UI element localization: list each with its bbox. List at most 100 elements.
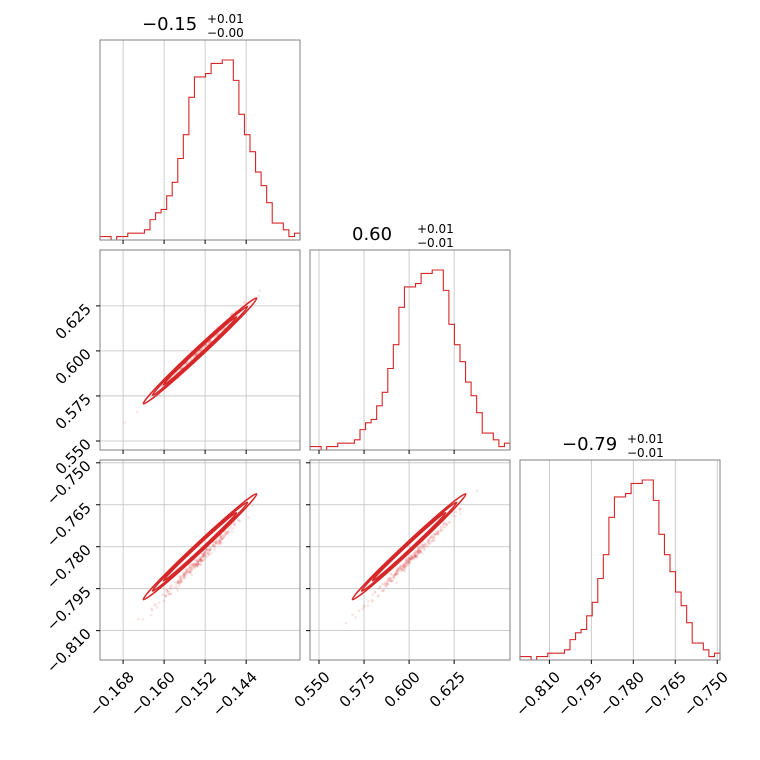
sample-point	[389, 577, 392, 581]
sample-point	[199, 348, 203, 352]
sample-point	[411, 551, 415, 555]
sample-point	[205, 548, 209, 551]
sample-point	[433, 533, 436, 536]
sample-point	[196, 563, 200, 566]
sample-point	[399, 565, 402, 568]
sample-point	[395, 569, 399, 573]
sample-point	[396, 568, 399, 571]
sample-point	[198, 559, 201, 562]
sample-point	[203, 551, 206, 554]
sample-point	[226, 531, 230, 535]
sample-point	[169, 592, 173, 595]
sample-point	[189, 568, 193, 572]
x-tick-label: 0.550	[291, 668, 334, 711]
histogram-series-1	[309, 269, 511, 451]
sample-point	[123, 421, 127, 424]
sample-point	[166, 590, 169, 593]
sample-point	[196, 562, 200, 566]
sample-point	[223, 534, 226, 538]
sample-point	[421, 543, 425, 546]
sample-point	[385, 582, 389, 586]
density-contour	[151, 305, 249, 397]
sample-point	[414, 550, 417, 554]
sample-point	[389, 572, 392, 576]
sample-point	[407, 556, 410, 560]
sample-point	[150, 607, 154, 611]
sample-point	[395, 570, 398, 573]
sample-point	[417, 551, 421, 555]
sample-point	[395, 572, 398, 576]
sample-point	[432, 539, 435, 542]
sample-point	[199, 557, 203, 560]
sample-point	[407, 559, 411, 562]
panel-frame	[99, 459, 301, 661]
sample-point	[411, 557, 414, 561]
histogram-series-2	[519, 479, 721, 661]
sample-point	[188, 570, 192, 574]
sample-point	[188, 571, 192, 574]
sample-point	[397, 569, 400, 573]
sample-point	[413, 553, 416, 557]
sample-point	[435, 532, 439, 535]
sample-point	[192, 562, 195, 566]
sample-point	[181, 571, 185, 574]
sample-point	[389, 579, 392, 582]
sample-point	[257, 294, 261, 298]
sample-point	[179, 576, 183, 580]
sample-point	[195, 561, 199, 565]
sample-point	[196, 352, 200, 355]
sample-point	[149, 613, 153, 617]
sample-point	[414, 555, 417, 558]
sample-point	[191, 563, 195, 566]
sample-point	[178, 368, 182, 372]
sample-point	[439, 527, 442, 531]
sample-point	[214, 542, 218, 546]
sample-point	[207, 341, 210, 344]
sample-point	[419, 550, 422, 553]
sample-point	[189, 570, 192, 574]
sample-point	[406, 559, 410, 563]
sample-point	[428, 542, 431, 546]
sample-point	[199, 558, 203, 562]
sample-point	[213, 544, 216, 547]
sample-point	[166, 590, 169, 594]
sample-point	[220, 537, 223, 541]
sample-point	[389, 576, 393, 580]
sample-point	[194, 563, 198, 567]
sample-point	[212, 542, 216, 545]
sample-point	[410, 555, 414, 559]
sample-point	[201, 553, 204, 557]
sample-point	[165, 589, 169, 592]
sample-point	[137, 617, 140, 621]
sample-point	[402, 568, 405, 572]
sample-point	[373, 590, 377, 593]
sample-point	[167, 590, 171, 593]
sample-point	[225, 530, 229, 534]
sample-point	[380, 582, 384, 586]
sample-point	[351, 613, 354, 617]
sample-point	[402, 565, 405, 569]
sample-point	[439, 525, 443, 529]
sample-point	[176, 589, 180, 592]
histogram-panel-2	[519, 459, 721, 664]
sample-point	[200, 559, 203, 562]
sample-point	[416, 550, 420, 553]
sample-point	[414, 552, 417, 556]
sample-point	[218, 541, 222, 545]
sample-point	[213, 545, 216, 548]
x-tick-label: −0.160	[127, 668, 179, 720]
sample-point	[211, 543, 215, 547]
sample-point	[208, 548, 212, 552]
param-title-minus-2: −0.01	[627, 446, 664, 460]
sample-point	[420, 543, 423, 546]
sample-point	[200, 555, 203, 559]
sample-point	[153, 604, 156, 607]
sample-point	[183, 573, 187, 577]
sample-point	[429, 536, 433, 539]
sample-point	[204, 344, 208, 347]
sample-point	[408, 561, 411, 564]
sample-point	[433, 538, 436, 542]
sample-point	[393, 571, 397, 575]
sample-point	[427, 538, 430, 542]
sample-point	[378, 584, 382, 588]
